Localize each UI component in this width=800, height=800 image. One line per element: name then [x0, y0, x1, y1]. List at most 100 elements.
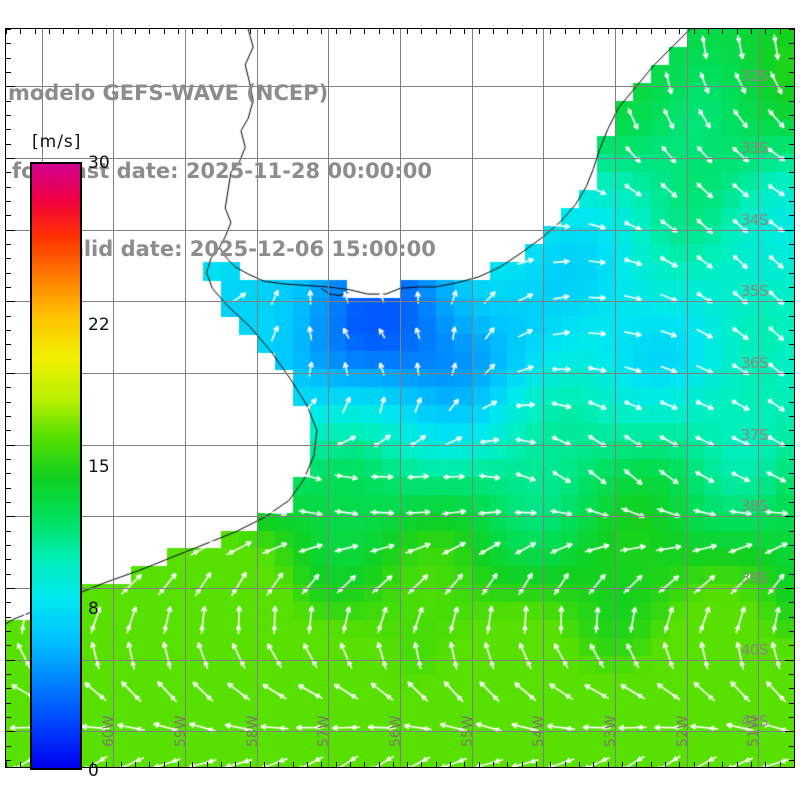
- tick-left: [6, 574, 11, 575]
- tick-bottom: [593, 762, 594, 767]
- tick-bottom: [765, 762, 766, 767]
- colorbar-tick-label: 8: [88, 598, 99, 619]
- tick-bottom: [321, 762, 322, 767]
- longitude-label: 58W: [244, 715, 261, 747]
- tick-right: [789, 488, 794, 489]
- tick-left: [6, 502, 11, 503]
- tick-bottom: [550, 762, 551, 767]
- tick-left: [6, 445, 15, 446]
- tick-right: [785, 86, 794, 87]
- tick-left: [6, 617, 11, 618]
- tick-top: [235, 29, 236, 34]
- tick-right: [789, 688, 794, 689]
- tick-top: [207, 29, 208, 34]
- tick-left: [6, 516, 15, 517]
- tick-right: [789, 43, 794, 44]
- gridline-parallel: [6, 230, 794, 231]
- tick-right: [789, 645, 794, 646]
- tick-top: [794, 29, 795, 34]
- tick-bottom: [235, 762, 236, 767]
- tick-top: [436, 29, 437, 34]
- tick-top: [450, 29, 451, 34]
- tick-bottom: [421, 762, 422, 767]
- longitude-label: 56W: [388, 715, 404, 747]
- latitude-label: 34S: [740, 210, 769, 229]
- tick-bottom: [722, 762, 723, 767]
- tick-left: [6, 330, 11, 331]
- tick-bottom: [737, 762, 738, 767]
- tick-left: [6, 688, 11, 689]
- tick-top: [694, 29, 695, 34]
- tick-right: [785, 373, 794, 374]
- gridline-meridian: [543, 29, 544, 767]
- tick-bottom: [622, 762, 623, 767]
- tick-right: [789, 760, 794, 761]
- tick-right: [789, 115, 794, 116]
- tick-left: [6, 746, 11, 747]
- tick-right: [785, 158, 794, 159]
- tick-left: [6, 101, 11, 102]
- tick-left: [6, 731, 15, 732]
- tick-top: [250, 29, 251, 34]
- tick-left: [6, 645, 11, 646]
- tick-right: [789, 617, 794, 618]
- tick-right: [789, 430, 794, 431]
- tick-left: [6, 43, 11, 44]
- tick-right: [789, 244, 794, 245]
- tick-right: [789, 502, 794, 503]
- tick-right: [789, 29, 794, 30]
- tick-right: [789, 129, 794, 130]
- colorbar-tick-label: 0: [88, 761, 99, 781]
- tick-top: [92, 29, 93, 34]
- tick-bottom: [536, 762, 537, 767]
- tick-top: [493, 29, 494, 34]
- tick-left: [6, 287, 11, 288]
- tick-right: [785, 516, 794, 517]
- tick-bottom: [92, 762, 93, 767]
- tick-right: [789, 330, 794, 331]
- tick-bottom: [522, 762, 523, 767]
- tick-top: [293, 29, 294, 34]
- tick-left: [6, 488, 11, 489]
- tick-bottom: [493, 762, 494, 767]
- tick-left: [6, 402, 11, 403]
- tick-left: [6, 430, 11, 431]
- latitude-label: 35S: [740, 282, 769, 301]
- colorbar-units-label: [m/s]: [32, 132, 82, 152]
- gridline-meridian: [758, 29, 759, 767]
- latitude-label: 39S: [740, 568, 769, 587]
- latitude-label: 38S: [740, 497, 769, 516]
- tick-top: [321, 29, 322, 34]
- gridline-parallel: [6, 373, 794, 374]
- tick-right: [789, 101, 794, 102]
- tick-left: [6, 230, 15, 231]
- gridline-meridian: [113, 29, 114, 767]
- tick-right: [785, 230, 794, 231]
- tick-left: [6, 58, 11, 59]
- gridline-parallel: [6, 731, 794, 732]
- tick-top: [149, 29, 150, 34]
- tick-right: [785, 588, 794, 589]
- tick-right: [789, 545, 794, 546]
- tick-left: [6, 473, 11, 474]
- tick-bottom: [507, 762, 508, 767]
- tick-top: [751, 29, 752, 34]
- tick-left: [6, 244, 11, 245]
- gridline-meridian: [185, 29, 186, 767]
- tick-top: [393, 29, 394, 34]
- tick-right: [789, 574, 794, 575]
- tick-top: [479, 29, 480, 34]
- tick-right: [789, 402, 794, 403]
- tick-top: [464, 29, 465, 34]
- tick-left: [6, 760, 11, 761]
- tick-bottom: [278, 762, 279, 767]
- tick-bottom: [135, 762, 136, 767]
- tick-left: [6, 29, 11, 30]
- tick-bottom: [608, 762, 609, 767]
- tick-top: [780, 29, 781, 34]
- tick-left: [6, 459, 11, 460]
- tick-right: [789, 459, 794, 460]
- tick-left: [6, 144, 11, 145]
- tick-left: [6, 660, 15, 661]
